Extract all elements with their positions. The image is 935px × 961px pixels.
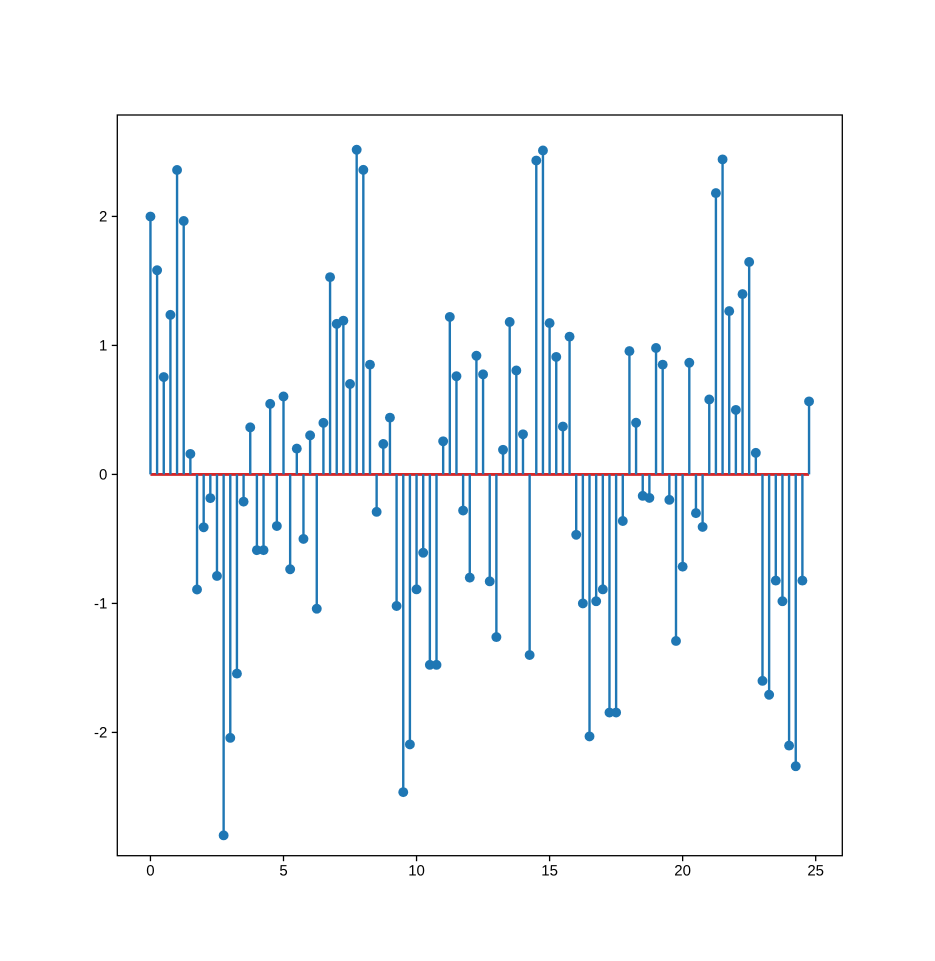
svg-text:2: 2 xyxy=(99,208,107,225)
svg-text:0: 0 xyxy=(146,863,154,880)
svg-text:15: 15 xyxy=(541,863,558,880)
svg-text:-1: -1 xyxy=(94,595,107,612)
svg-text:20: 20 xyxy=(674,863,691,880)
svg-text:5: 5 xyxy=(279,863,287,880)
svg-text:0: 0 xyxy=(99,466,107,483)
svg-text:1: 1 xyxy=(99,337,107,354)
svg-text:-2: -2 xyxy=(94,724,107,741)
svg-text:25: 25 xyxy=(807,863,824,880)
svg-text:10: 10 xyxy=(408,863,425,880)
